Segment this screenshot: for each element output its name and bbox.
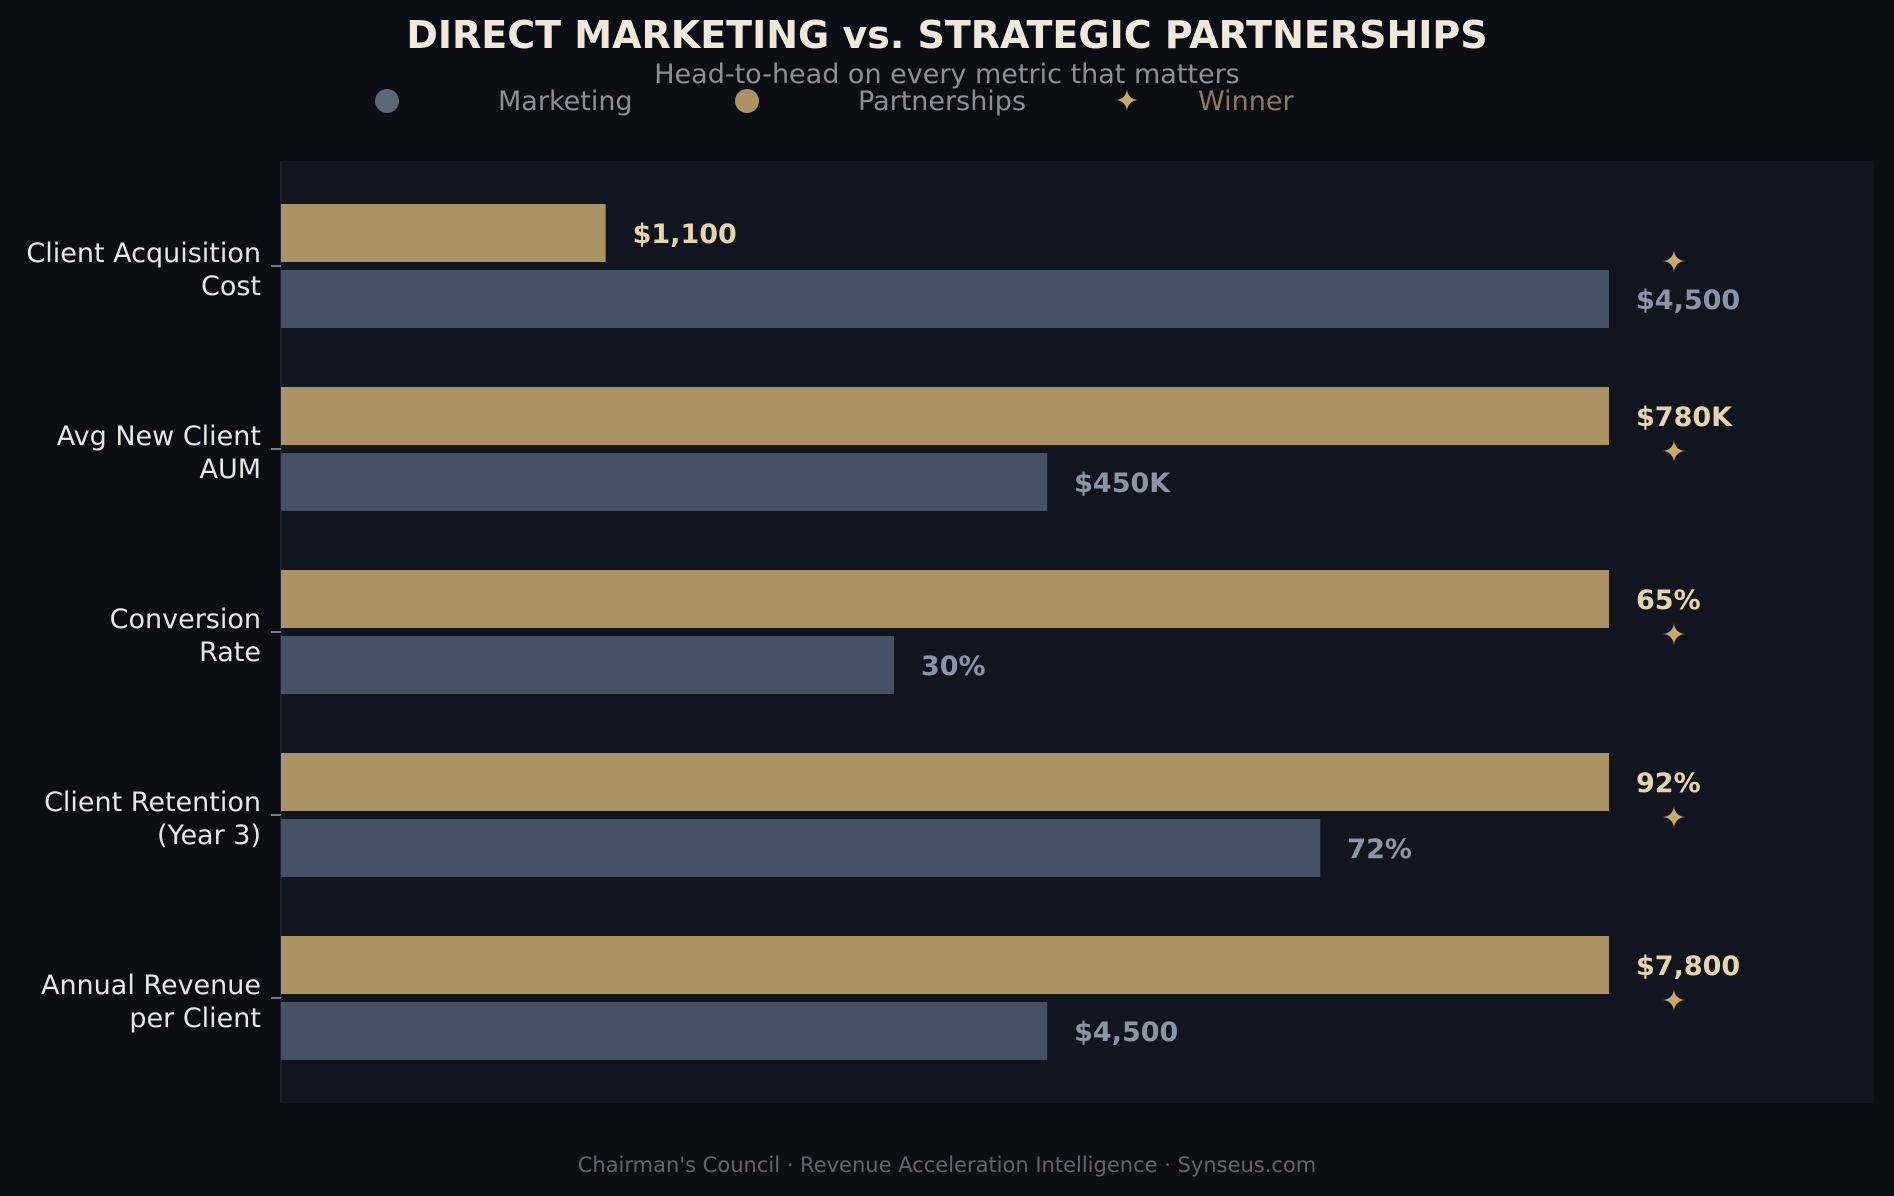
- footer-credit: Chairman's Council · Revenue Acceleratio…: [578, 1153, 1317, 1177]
- bar-marketing: [281, 1002, 1048, 1060]
- value-label-marketing: $4,500: [1636, 285, 1740, 316]
- bar-marketing: [281, 636, 894, 694]
- bar-partnerships: [281, 936, 1609, 994]
- value-label-marketing: $450K: [1074, 468, 1171, 499]
- winner-star-icon: ✦: [1661, 618, 1686, 653]
- legend-winner-star-icon: ✦: [1114, 84, 1139, 119]
- winner-star-icon: ✦: [1661, 245, 1686, 280]
- category-label: Client Acquisition Cost: [26, 238, 261, 302]
- bar-partnerships: [281, 753, 1609, 811]
- value-label-partnerships: 65%: [1636, 585, 1701, 616]
- legend-winner-label: Winner: [1198, 86, 1294, 117]
- category-label: Avg New Client AUM: [57, 421, 261, 485]
- legend: Marketing Partnerships ✦ Winner: [375, 84, 1294, 119]
- value-label-marketing: 30%: [921, 651, 986, 682]
- value-label-marketing: $4,500: [1074, 1017, 1178, 1048]
- category-label: Client Retention (Year 3): [44, 787, 261, 851]
- chart-title: DIRECT MARKETING vs. STRATEGIC PARTNERSH…: [406, 13, 1487, 57]
- bar-marketing: [281, 819, 1321, 877]
- bar-marketing: [281, 270, 1609, 328]
- value-label-partnerships: 92%: [1636, 768, 1701, 799]
- value-label-partnerships: $780K: [1636, 402, 1733, 433]
- bar-partnerships: [281, 204, 606, 262]
- legend-marketing-label: Marketing: [498, 86, 633, 117]
- value-label-partnerships: $7,800: [1636, 951, 1740, 982]
- winner-star-icon: ✦: [1661, 801, 1686, 836]
- legend-partnerships-label: Partnerships: [858, 86, 1026, 117]
- category-label: Conversion Rate: [110, 604, 261, 668]
- category-label: Annual Revenue per Client: [41, 970, 261, 1034]
- chart-subtitle: Head-to-head on every metric that matter…: [654, 59, 1240, 90]
- value-label-marketing: 72%: [1347, 834, 1412, 865]
- bar-marketing: [281, 453, 1048, 511]
- legend-partnerships-swatch: [735, 89, 759, 113]
- bar-partnerships: [281, 387, 1609, 445]
- value-label-partnerships: $1,100: [633, 219, 737, 250]
- chart-marks: Client Acquisition Cost $1,100 $4,500 ✦ Avg N…: [26, 204, 1740, 1060]
- winner-star-icon: ✦: [1661, 435, 1686, 470]
- legend-marketing-swatch: [375, 89, 399, 113]
- winner-star-icon: ✦: [1661, 984, 1686, 1019]
- bar-partnerships: [281, 570, 1609, 628]
